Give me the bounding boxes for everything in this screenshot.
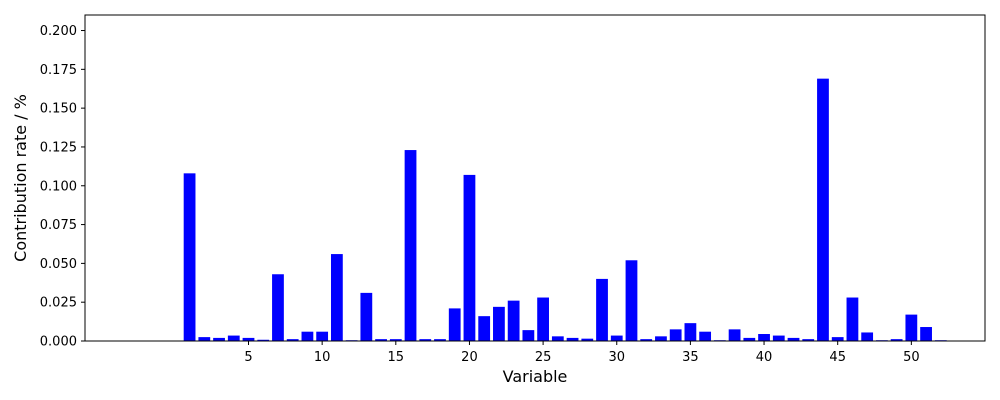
x-tick-label: 45: [829, 350, 846, 365]
bar-variable-50: [905, 314, 918, 341]
y-tick-label: 0.075: [40, 218, 77, 233]
bar-variable-38: [728, 329, 741, 341]
x-tick-label: 5: [244, 350, 252, 365]
bar-variable-33: [655, 336, 667, 341]
x-axis-title: Variable: [503, 367, 568, 386]
bar-variable-41: [772, 335, 785, 341]
bar-variable-49: [890, 339, 903, 341]
bar-variable-27: [566, 337, 579, 341]
bar-variable-14: [375, 339, 387, 341]
bar-variable-8: [286, 339, 299, 341]
bar-variable-1: [183, 173, 196, 341]
x-tick-label: 50: [903, 350, 920, 365]
y-axis-ticks: 0.000 0.025 0.050 0.075 0.100 0.125 0.150 0.175…: [40, 24, 85, 350]
bar-variable-16: [404, 150, 417, 341]
bar-variable-18: [434, 339, 446, 341]
bar-variable-30: [610, 335, 623, 341]
bar-variable-32: [640, 339, 653, 341]
x-tick-label: 10: [314, 350, 331, 365]
bars-group: [183, 78, 947, 342]
bar-variable-39: [743, 337, 756, 341]
bar-variable-3: [213, 337, 225, 341]
y-tick-label: 0.175: [40, 63, 77, 78]
bar-variable-7: [272, 274, 284, 341]
x-axis-ticks: 5 10 15 20 25 30 35 40 45 50: [244, 341, 920, 365]
y-tick-label: 0.000: [40, 335, 77, 350]
x-tick-label: 35: [682, 350, 699, 365]
bar-variable-21: [478, 316, 491, 341]
bar-variable-25: [537, 297, 549, 341]
bar-variable-22: [493, 306, 505, 341]
bar-variable-44: [817, 78, 829, 342]
plot-area: [85, 15, 985, 341]
bar-variable-11: [330, 254, 343, 341]
y-tick-label: 0.200: [40, 24, 77, 39]
bar-variable-29: [596, 278, 608, 341]
bar-variable-19: [448, 308, 461, 341]
bar-variable-24: [522, 330, 535, 341]
bar-variable-23: [507, 300, 520, 341]
y-tick-label: 0.150: [40, 102, 77, 117]
bar-variable-31: [625, 260, 638, 341]
bar-variable-10: [316, 331, 329, 341]
bar-variable-46: [846, 297, 859, 341]
x-tick-label: 20: [461, 350, 478, 365]
bar-variable-26: [551, 336, 564, 341]
bar-variable-43: [802, 339, 815, 341]
y-tick-label: 0.025: [40, 296, 77, 311]
y-tick-label: 0.125: [40, 140, 77, 155]
bar-variable-4: [227, 335, 240, 341]
bar-variable-15: [389, 339, 402, 341]
bar-variable-9: [301, 331, 314, 341]
bar-variable-47: [861, 332, 874, 341]
bar-variable-36: [699, 331, 712, 341]
bar-variable-20: [463, 174, 476, 341]
bar-variable-2: [198, 337, 211, 341]
bar-variable-40: [758, 334, 770, 341]
x-tick-label: 30: [608, 350, 625, 365]
bar-variable-5: [242, 337, 255, 341]
plot-frame: [84, 14, 986, 342]
bar-variable-42: [787, 337, 800, 341]
y-tick-label: 0.050: [40, 257, 77, 272]
bar-variable-13: [360, 292, 373, 341]
bar-variable-6: [257, 339, 270, 341]
x-tick-label: 25: [535, 350, 552, 365]
bar-variable-51: [920, 327, 932, 341]
bar-variable-17: [419, 339, 432, 341]
bar-variable-35: [684, 323, 697, 341]
bar-variable-34: [669, 329, 682, 341]
x-tick-label: 15: [388, 350, 405, 365]
bar-variable-28: [581, 338, 594, 341]
x-tick-label: 40: [756, 350, 773, 365]
y-axis-title: Contribution rate / %: [11, 94, 30, 262]
bar-variable-45: [831, 337, 844, 341]
y-tick-label: 0.100: [40, 179, 77, 194]
